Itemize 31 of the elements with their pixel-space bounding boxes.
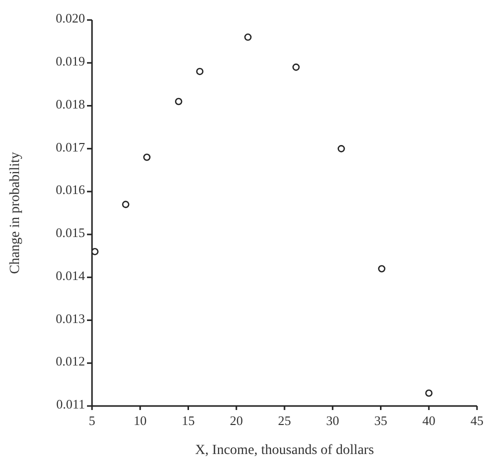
x-axis-title: X, Income, thousands of dollars xyxy=(195,443,374,458)
point xyxy=(338,145,345,152)
point xyxy=(196,68,204,76)
y-tick-label: 0.017 xyxy=(56,139,86,154)
x-tick-label: 5 xyxy=(88,413,96,428)
x-tick-label: 15 xyxy=(182,413,195,428)
point xyxy=(378,265,386,272)
y-tick-label: 0.013 xyxy=(56,310,85,326)
y-tick-label: 0.019 xyxy=(56,54,85,69)
y-tick-label: 0.015 xyxy=(56,225,85,240)
x-tick-label: 40 xyxy=(422,413,436,428)
y-tick-label: 0.012 xyxy=(56,354,85,369)
x-tick-label: 35 xyxy=(374,413,388,428)
point xyxy=(292,64,300,71)
y-tick-label: 0.014 xyxy=(56,268,86,283)
x-tick-label: 25 xyxy=(278,413,291,428)
point xyxy=(143,154,151,161)
x-tick-label: 45 xyxy=(470,413,484,428)
y-tick-label: 0.011 xyxy=(56,396,85,412)
point xyxy=(244,34,252,41)
x-tick-label: 20 xyxy=(230,413,243,428)
y-tick-label: 0.018 xyxy=(56,96,85,112)
point xyxy=(122,200,130,208)
y-axis-title: Change in probability xyxy=(8,152,23,274)
y-tick-label: 0.016 xyxy=(56,182,86,198)
point xyxy=(425,389,433,397)
x-tick-label: 30 xyxy=(326,413,340,428)
point xyxy=(174,98,182,106)
point xyxy=(92,248,99,256)
y-tick-label: 0.020 xyxy=(56,10,85,26)
x-tick-label: 10 xyxy=(134,413,147,428)
